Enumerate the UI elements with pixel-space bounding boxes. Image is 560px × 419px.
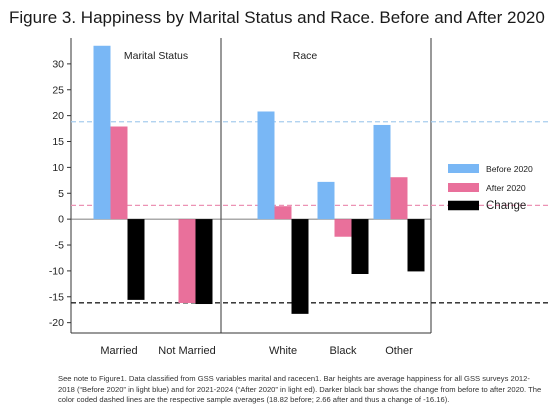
bar-white-change (291, 219, 309, 314)
x-tick-label-married: Married (100, 345, 137, 357)
bar-white-after-2020 (274, 206, 292, 220)
legend-swatch-before-2020 (448, 164, 479, 173)
bar-white-before-2020 (257, 111, 275, 220)
bar-other-before-2020 (373, 124, 391, 220)
x-tick-label-other: Other (385, 345, 413, 357)
y-tick-label: 5 (58, 188, 64, 200)
y-tick-label: 20 (52, 110, 64, 122)
y-tick-label: 0 (58, 214, 64, 226)
legend-swatch-change (448, 200, 479, 211)
bar-other-change (407, 219, 425, 272)
bar-married-after-2020 (110, 126, 128, 220)
x-tick-label-white: White (269, 345, 297, 357)
panel-label-marital-status: Marital Status (124, 50, 188, 62)
y-tick-label: -5 (55, 240, 64, 252)
bar-black-after-2020 (334, 219, 352, 237)
x-tick-label-black: Black (330, 345, 357, 357)
y-tick-label: -15 (49, 291, 64, 303)
x-tick-label-not-married: Not Married (158, 345, 215, 357)
legend-label-before-2020: Before 2020 (486, 164, 533, 174)
panel-label-race: Race (293, 50, 318, 62)
y-tick-label: -10 (49, 265, 64, 277)
chart: -20 -15 -10 -5 0 5 10 15 20 25 30 Marital Status Mar… (49, 38, 551, 357)
bar-married-change (127, 219, 145, 300)
bar-married-before-2020 (93, 45, 111, 220)
y-tick-label: 10 (52, 162, 64, 174)
y-tick-label: 25 (52, 84, 64, 96)
bar-black-before-2020 (317, 181, 335, 220)
y-tick-label: 30 (52, 58, 64, 70)
figure-title: Figure 3. Happiness by Marital Status an… (9, 8, 545, 27)
y-tick-label: 15 (52, 136, 64, 148)
bar-other-after-2020 (390, 177, 408, 220)
bar-not-married-change (195, 219, 213, 305)
figure-note: See note to Figure1. Data classified fro… (58, 374, 542, 405)
bar-black-change (351, 219, 369, 274)
bar-not-married-after-2020 (178, 219, 196, 303)
legend-label-after-2020: After 2020 (486, 183, 526, 193)
y-tick-label: -20 (49, 317, 64, 329)
legend-swatch-after-2020 (448, 183, 479, 192)
legend-label-change: Change (486, 200, 526, 212)
